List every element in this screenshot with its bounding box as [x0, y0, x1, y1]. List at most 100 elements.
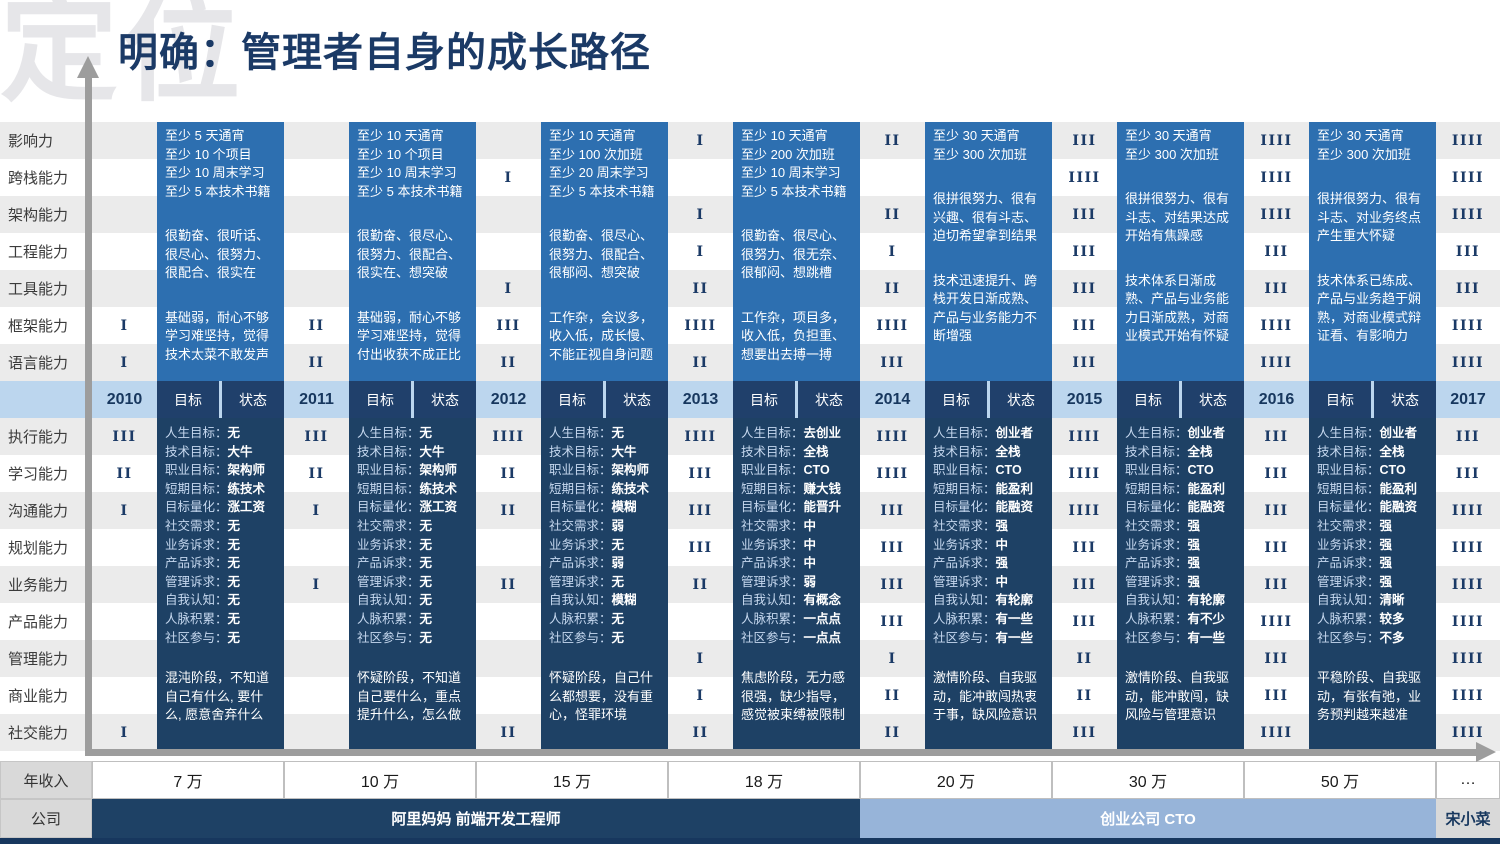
top-block-paragraph: 很勤奋、很尽心、 很努力、很配合、 很实在、想突破	[357, 228, 462, 280]
tally-mark: III	[1244, 492, 1309, 529]
goal-line: 管理诉求：强	[1125, 574, 1201, 589]
tally-mark: IIII	[1052, 455, 1117, 492]
stage-summary: 激情阶段、自我驱 动，能冲敢闯，缺 风险与管理意识	[1125, 670, 1230, 723]
goal-line: 技术目标：大牛	[165, 444, 253, 459]
goal-line: 产品诉求：弱	[549, 556, 625, 571]
goal-block: 人生目标：去创业 技术目标：全栈 职业目标：CTO 短期目标：赚大钱 目标量化：能晋升社…	[733, 418, 860, 751]
tally-mark: IIII	[1436, 529, 1500, 566]
status-header: 状态	[1182, 381, 1244, 418]
top-block-paragraph: 工作杂，项目多， 收入低，负担重、 想要出去搏一搏	[741, 309, 846, 362]
tally-mark	[284, 270, 349, 307]
top-block-paragraph: 至少 10 天通宵 至少 200 次加班 至少 10 周末学习 至少 5 本技术…	[741, 128, 847, 199]
goal-line: 社区参与：无	[357, 630, 433, 645]
top-block-paragraph: 基础弱，耐心不够 学习难坚持，觉得 付出收获不成正比	[357, 309, 462, 362]
row-label: 管理能力	[0, 640, 92, 677]
tally-mark: IIII	[1436, 677, 1500, 714]
row-label: 沟通能力	[0, 492, 92, 529]
year-label: 2014	[860, 381, 925, 418]
tally-mark: II	[476, 455, 541, 492]
tally-mark	[476, 196, 541, 233]
goal-line: 社交需求：强	[1125, 518, 1201, 533]
horizontal-axis	[86, 749, 1478, 756]
tally-mark: IIII	[668, 307, 733, 344]
tally-mark: IIII	[1436, 159, 1500, 196]
tally-mark: III	[668, 529, 733, 566]
tally-mark	[284, 714, 349, 751]
tally-mark: III	[860, 344, 925, 381]
row-label: 工具能力	[0, 270, 92, 307]
tally-mark: IIII	[1244, 307, 1309, 344]
goal-block: 人生目标：创业者 技术目标：全栈 职业目标：CTO 短期目标：能盈利 目标量化：能融资社…	[1309, 418, 1436, 751]
tally-mark: IIII	[1436, 566, 1500, 603]
tally-mark: IIII	[1244, 159, 1309, 196]
tally-mark	[92, 566, 157, 603]
tally-mark: I	[92, 714, 157, 751]
top-block-paragraph: 至少 30 天通宵 至少 300 次加班	[1317, 128, 1411, 162]
tally-mark: III	[1052, 270, 1117, 307]
tally-mark: I	[668, 196, 733, 233]
top-block-paragraph: 很拼很努力、很有 斗志、对结果达成 开始有焦躁感	[1125, 191, 1230, 243]
goal-line: 技术目标：大牛	[357, 444, 445, 459]
watermark: 定位	[0, 0, 245, 116]
goal-line: 人生目标：创业者	[933, 426, 1034, 440]
goal-line: 管理诉求：无	[357, 574, 433, 589]
tally-mark: IIII	[860, 455, 925, 492]
goal-line: 管理诉求：弱	[741, 574, 817, 589]
tally-mark: III	[1244, 270, 1309, 307]
top-block-paragraph: 至少 30 天通宵 至少 300 次加班	[933, 128, 1027, 162]
income-cell: 18 万	[668, 761, 860, 799]
goal-line: 人脉积累：有一些	[933, 611, 1034, 626]
goal-line: 职业目标：CTO	[1317, 463, 1406, 478]
top-block-paragraph: 工作杂，会议多， 收入低，成长慢、 不能正视自身问题	[549, 309, 654, 362]
goal-line: 社交需求：无	[357, 518, 433, 533]
tally-mark: III	[1436, 455, 1500, 492]
tally-mark: IIII	[668, 418, 733, 455]
tally-mark: III	[860, 529, 925, 566]
goal-line: 自我认知：有轮廓	[933, 593, 1034, 608]
goal-line: 自我认知：无	[165, 593, 241, 608]
goal-line: 人脉积累：较多	[1317, 611, 1405, 626]
goal-line: 业务诉求：无	[357, 537, 433, 552]
stage-summary: 怀疑阶段，不知道 自己要什么，重点 提升什么，怎么做	[357, 670, 462, 723]
status-header: 状态	[990, 381, 1052, 418]
tally-mark: I	[92, 307, 157, 344]
goal-status-header: 目标 状态	[1309, 381, 1436, 418]
tally-mark	[92, 196, 157, 233]
goal-header: 目标	[1309, 381, 1371, 418]
top-status-block: 至少 30 天通宵 至少 300 次加班 很拼很努力、很有 斗志、对结果达成 开始…	[1117, 122, 1244, 381]
company-segment: 宋小菜	[1436, 799, 1500, 838]
top-block-paragraph: 技术体系已练成、 产品与业务趋于娴 熟，对商业模式辩 证看、有影响力	[1317, 272, 1422, 344]
goal-line: 职业目标：CTO	[1125, 463, 1214, 478]
goal-line: 人生目标：无	[165, 426, 241, 440]
tally-mark: II	[476, 714, 541, 751]
row-label: 架构能力	[0, 196, 92, 233]
year-label: 2010	[92, 381, 157, 418]
goal-line: 目标量化：模糊	[549, 500, 637, 515]
tally-mark: III	[1052, 603, 1117, 640]
tally-mark: I	[92, 492, 157, 529]
tally-mark: II	[284, 307, 349, 344]
year-label: 2015	[1052, 381, 1117, 418]
top-block-paragraph: 技术体系日渐成 熟、产品与业务能 力日渐成熟，对商 业模式开始有怀疑	[1125, 272, 1230, 344]
goal-line: 技术目标：全栈	[1125, 444, 1213, 459]
tally-mark: III	[1244, 455, 1309, 492]
tally-mark: III	[92, 418, 157, 455]
goal-line: 职业目标：CTO	[933, 463, 1022, 478]
goal-line: 人脉积累：无	[165, 611, 241, 626]
company-segment: 创业公司 CTO	[860, 799, 1436, 838]
tally-mark: III	[860, 603, 925, 640]
tally-mark: I	[668, 640, 733, 677]
tally-mark: I	[476, 159, 541, 196]
goal-line: 目标量化：涨工资	[357, 500, 458, 515]
stage-summary: 激情阶段、自我驱 动，能冲敢闯热衷 于事，缺风险意识	[933, 670, 1038, 723]
goal-line: 管理诉求：强	[1317, 574, 1393, 589]
tally-mark: II	[476, 566, 541, 603]
tally-mark: IIII	[1436, 122, 1500, 159]
goal-block: 人生目标：无 技术目标：大牛 职业目标：架构师 短期目标：练技术 目标量化：涨工资 社交需…	[157, 418, 284, 751]
goal-line: 短期目标：能盈利	[1125, 481, 1226, 496]
goal-line: 自我认知：无	[357, 593, 433, 608]
goal-line: 人脉积累：无	[549, 611, 625, 626]
goal-line: 社交需求：强	[1317, 518, 1393, 533]
goal-line: 自我认知：清晰	[1317, 593, 1405, 608]
